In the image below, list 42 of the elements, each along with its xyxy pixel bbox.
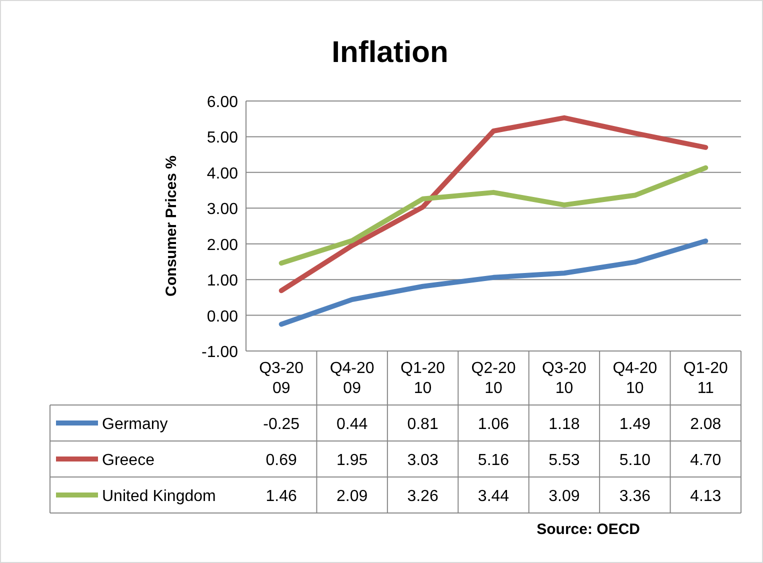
data-label: 3.09 [548,488,580,505]
data-label: 5.16 [478,452,510,469]
data-label: 0.44 [336,416,368,433]
y-tick-label: 1.00 [206,272,238,290]
data-label: -0.25 [263,416,300,433]
x-tick-label: Q4-2009 [330,360,374,397]
legend-label: United Kingdom [102,488,216,505]
y-tick-label: 0.00 [206,308,238,326]
data-label: 5.10 [619,452,651,469]
data-label: 5.53 [548,452,580,469]
x-tick-label: Q1-2011 [683,360,728,397]
y-tick-label: 4.00 [206,165,238,182]
data-label: 4.70 [690,452,722,469]
x-tick-label: Q3-2010 [542,360,587,397]
data-label: 1.95 [336,452,368,469]
data-label: 2.09 [336,488,368,505]
data-label: 1.06 [478,416,510,433]
legend-label: Germany [102,416,168,433]
data-label: 2.08 [690,416,722,433]
data-label: 1.49 [619,416,651,433]
y-tick-label: -1.00 [202,344,238,361]
x-tick-label: Q4-2010 [612,360,658,397]
chart-title: Inflation [332,36,448,69]
data-label: 3.44 [478,488,510,505]
y-tick-label: 6.00 [206,94,238,111]
y-tick-label: 3.00 [206,201,238,218]
data-label: 1.18 [548,416,580,433]
data-label: 0.81 [407,416,438,433]
y-tick-label: 5.00 [206,130,238,147]
data-label: 0.69 [266,452,298,469]
x-tick-label: Q1-2010 [400,360,446,397]
y-axis-title: Consumer Prices % [163,156,180,296]
source-note: Source: OECD [536,521,640,538]
data-label: 3.26 [407,488,438,505]
data-label: 3.03 [407,452,438,469]
y-tick-label: 2.00 [206,236,238,254]
x-tick-label: Q2-2010 [471,360,516,397]
legend-label: Greece [102,452,155,469]
data-label: 4.13 [690,488,722,505]
data-label: 3.36 [619,488,651,505]
x-tick-label: Q3-2009 [259,360,304,397]
data-label: 1.46 [266,488,298,505]
